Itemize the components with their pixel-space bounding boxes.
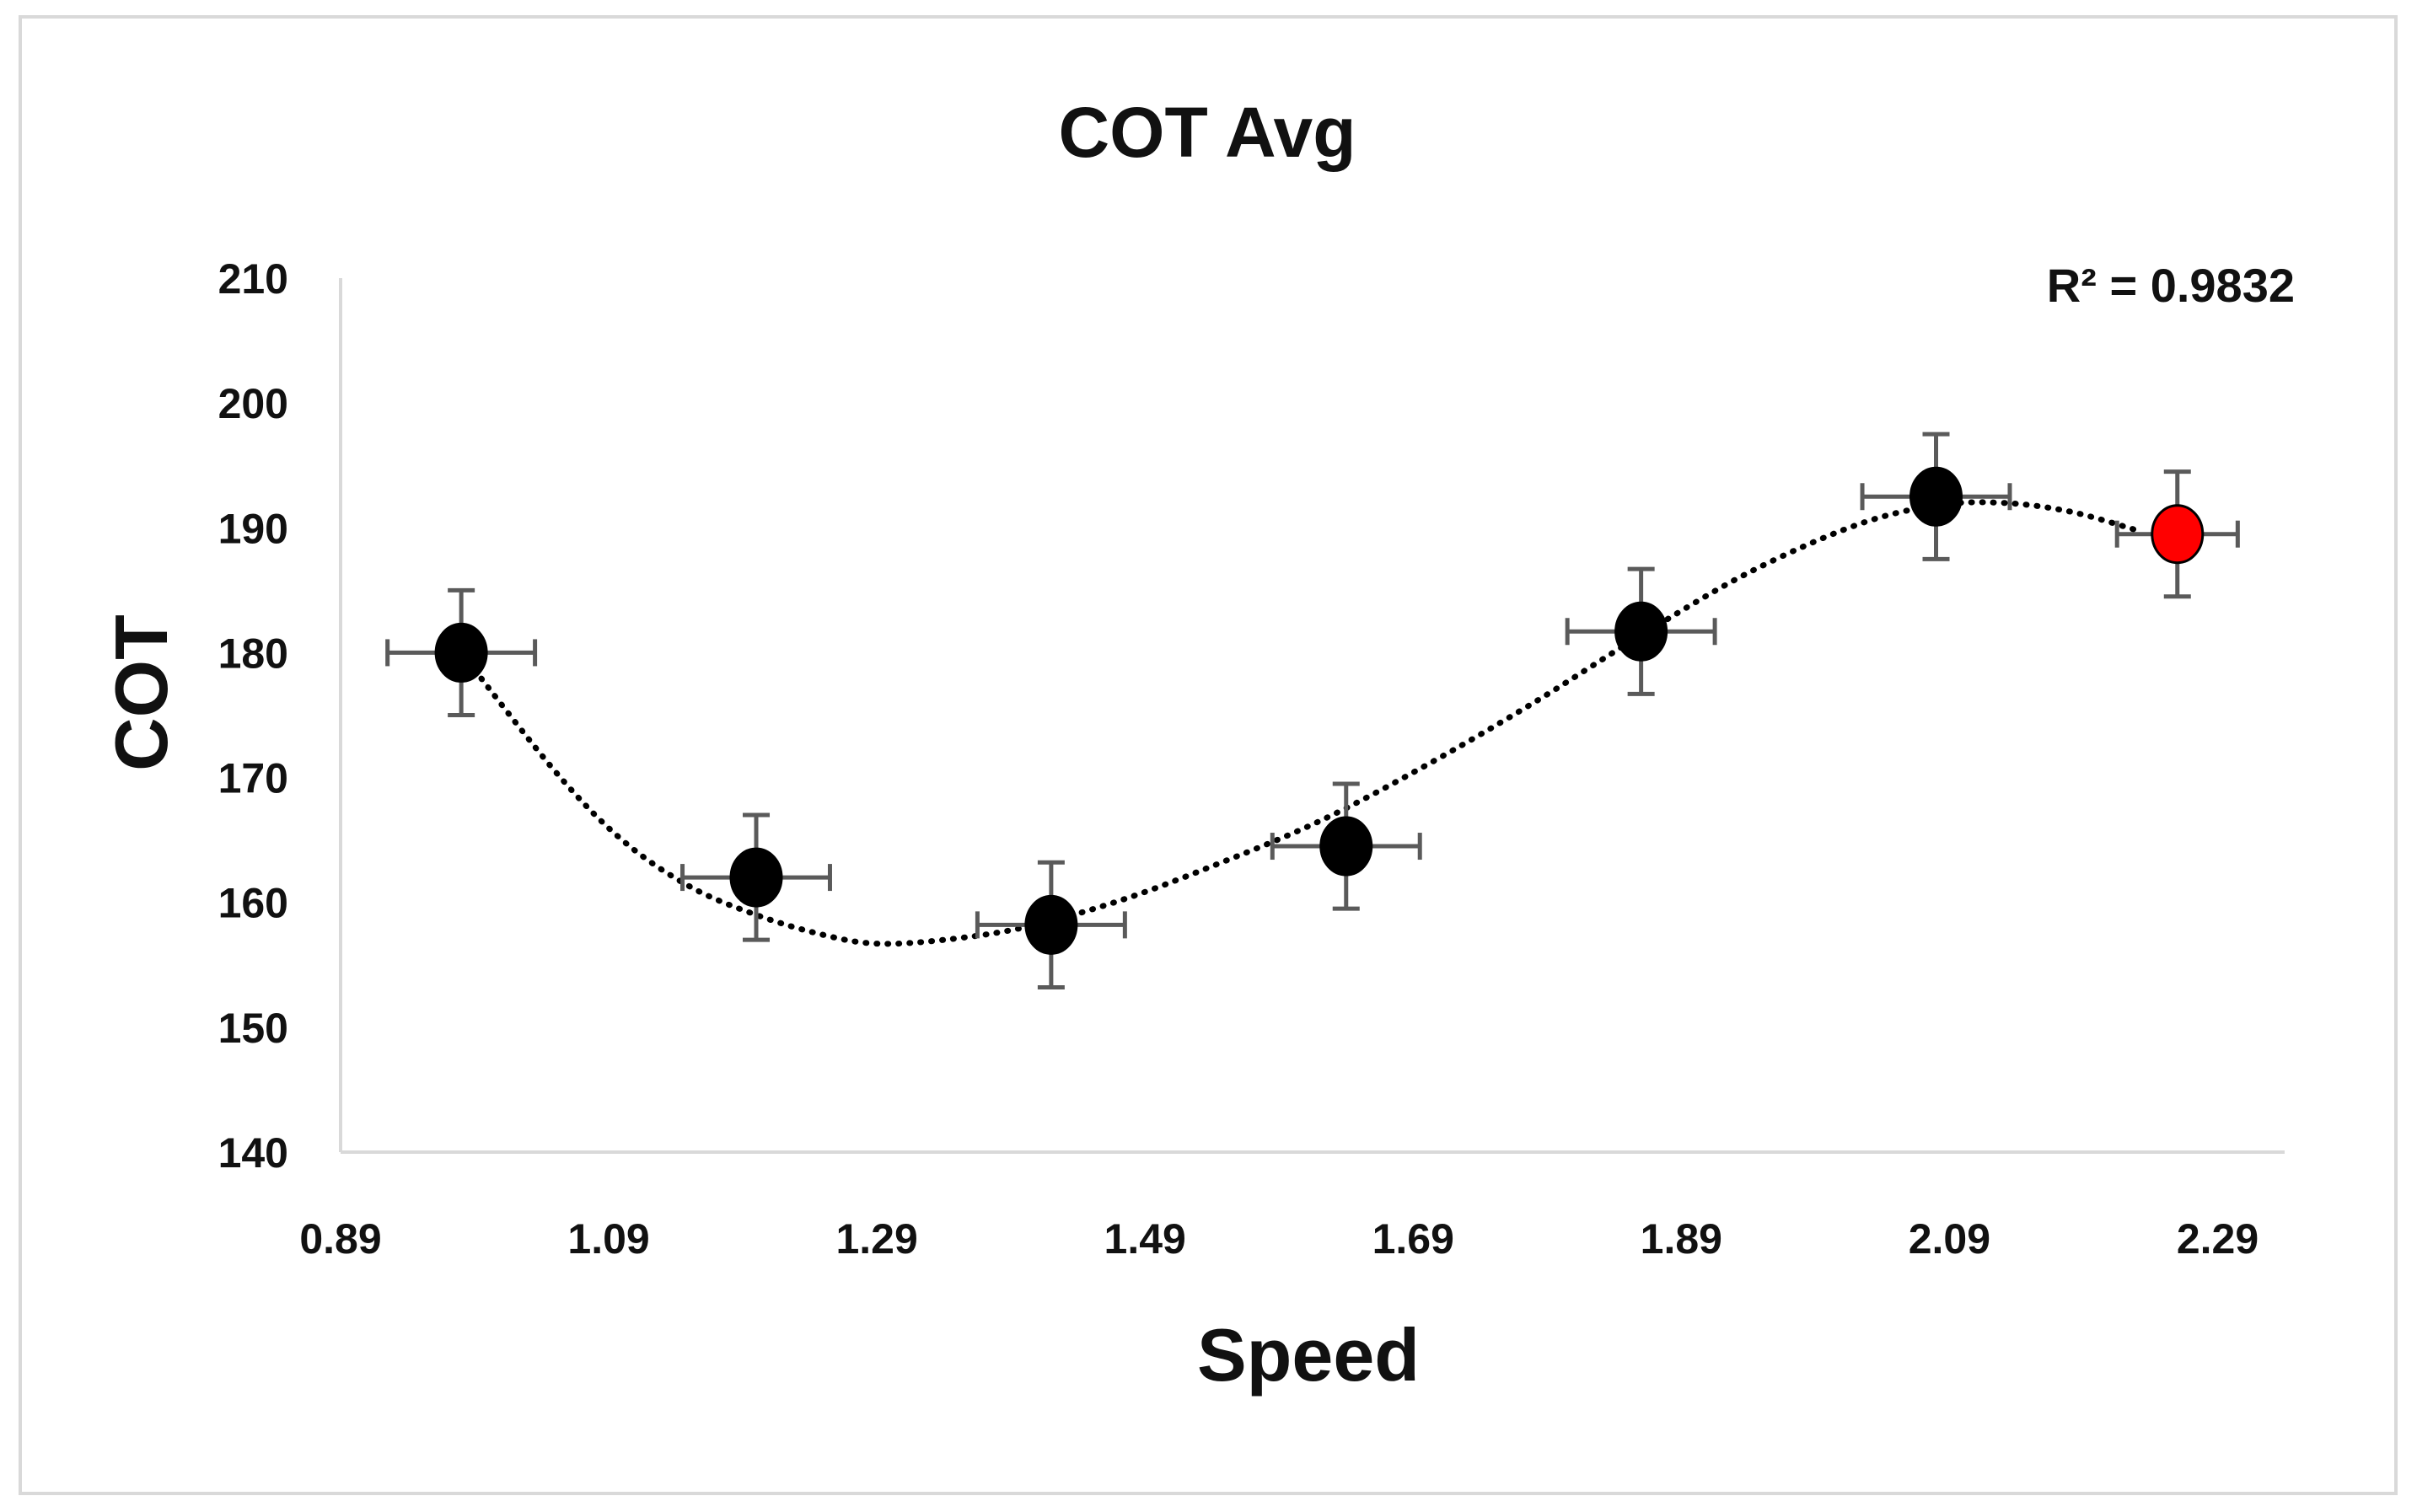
- chart-title: COT Avg: [1058, 93, 1356, 172]
- data-point: [1024, 894, 1078, 955]
- x-tick-label: 1.89: [1641, 1215, 1722, 1263]
- trendline-layer: [458, 499, 2140, 947]
- x-tick-labels: 0.89 1.09 1.29 1.49 1.69 1.89 2.09 2.29: [299, 1215, 2259, 1263]
- y-tick-label: 150: [218, 1005, 288, 1052]
- data-point: [434, 622, 488, 683]
- data-point: [729, 847, 783, 908]
- x-tick-label: 2.29: [2177, 1215, 2259, 1263]
- x-tick-label: 1.49: [1104, 1215, 1186, 1263]
- error-bars: [385, 432, 2240, 989]
- chart-frame: [19, 15, 2398, 1495]
- x-tick-label: 1.69: [1372, 1215, 1454, 1263]
- y-tick-label: 210: [218, 255, 288, 303]
- data-point: [1319, 816, 1373, 877]
- y-tick-label: 190: [218, 505, 288, 552]
- y-tick-label: 200: [218, 380, 288, 427]
- x-tick-label: 2.09: [1909, 1215, 1990, 1263]
- x-tick-label: 1.09: [567, 1215, 649, 1263]
- r-squared-annotation: R² = 0.9832: [2047, 259, 2295, 312]
- y-tick-label: 170: [218, 755, 288, 802]
- y-tick-labels: 140 150 160 170 180 190 200 210: [218, 255, 288, 1177]
- y-tick-label: 160: [218, 880, 288, 927]
- data-point-highlighted: [2151, 504, 2205, 565]
- data-point: [1909, 466, 1963, 527]
- y-axis-title: COT: [99, 614, 183, 771]
- x-tick-label: 1.29: [835, 1215, 917, 1263]
- x-tick-label: 0.89: [299, 1215, 381, 1263]
- data-point: [1614, 601, 1668, 662]
- y-tick-label: 180: [218, 630, 288, 677]
- x-axis-title: Speed: [1197, 1313, 1420, 1397]
- y-tick-label: 140: [218, 1129, 288, 1177]
- data-points: [434, 466, 2205, 955]
- trendline: [458, 499, 2140, 947]
